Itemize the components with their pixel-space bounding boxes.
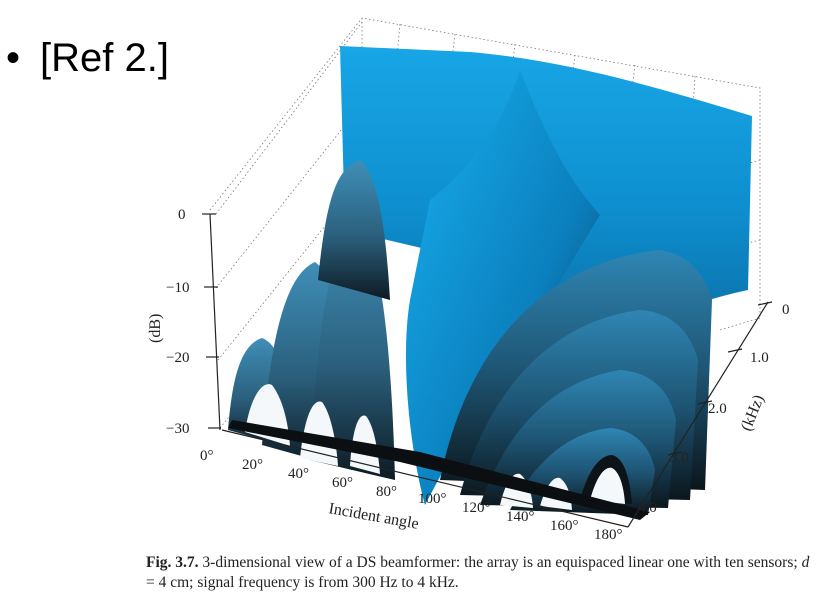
caption-text-b: = 4 cm; signal frequency is from 300 Hz … (146, 574, 459, 591)
caption-label: Fig. 3.7. (146, 554, 199, 571)
z-axis (202, 213, 221, 431)
figure-caption: Fig. 3.7. 3-dimensional view of a DS bea… (146, 553, 816, 593)
caption-text-a: 3-dimensional view of a DS beamformer: t… (198, 554, 802, 571)
y-tick-0: 0 (782, 302, 790, 318)
x-tick-3: 60° (332, 475, 353, 491)
z-tick-2: −20 (166, 350, 189, 366)
z-axis-label: (dB) (147, 314, 164, 343)
y-tick-2: 2.0 (708, 401, 727, 417)
x-axis-label: Incident angle (327, 500, 420, 533)
y-axis-label: (kHz) (738, 393, 768, 434)
y-tick-4: 4.0 (638, 500, 657, 516)
z-tick-3: −30 (166, 421, 189, 437)
z-tick-1: −10 (166, 280, 189, 296)
x-axis (221, 429, 629, 528)
x-tick-0: 0° (200, 448, 214, 464)
z-tick-0: 0 (178, 207, 186, 223)
x-tick-8: 160° (550, 518, 579, 534)
x-tick-6: 120° (462, 500, 491, 516)
x-tick-7: 140° (506, 509, 535, 525)
x-tick-5: 100° (418, 491, 447, 507)
x-tick-1: 20° (242, 457, 263, 473)
y-tick-3: 3.0 (670, 450, 689, 466)
x-tick-9: 180° (594, 527, 623, 543)
caption-math-d: d (801, 554, 810, 571)
surface-base-edge (228, 420, 650, 520)
x-tick-4: 80° (376, 484, 397, 500)
y-axis (627, 301, 773, 528)
bullet-glyph: • (6, 36, 21, 80)
left-sidelobes (228, 160, 395, 480)
ref-text: [Ref 2.] (40, 36, 169, 80)
y-tick-1: 1.0 (750, 350, 769, 366)
ref-bullet: • [Ref 2.] (6, 36, 169, 81)
x-tick-2: 40° (288, 466, 309, 482)
main-lobe-ridge (405, 70, 600, 505)
